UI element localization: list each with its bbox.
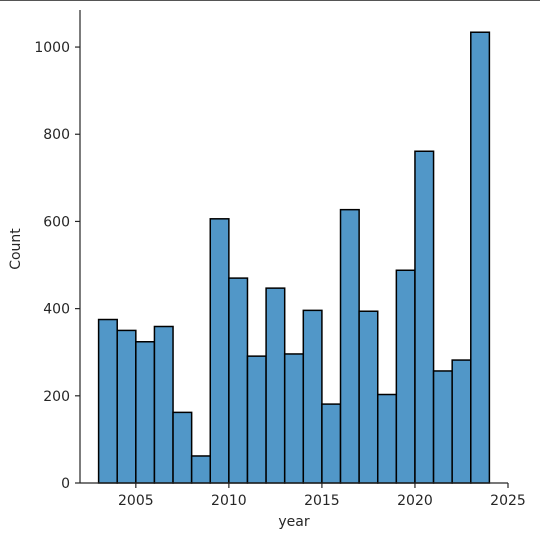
histogram-bar <box>153 325 174 484</box>
histogram-bar <box>135 341 156 484</box>
x-tick-label: 2015 <box>304 493 340 509</box>
histogram-bar <box>97 318 118 484</box>
histogram-bar <box>209 218 230 484</box>
x-tick-label: 2020 <box>397 493 433 509</box>
x-tick-label: 2010 <box>211 493 247 509</box>
histogram-bar <box>432 370 453 484</box>
histogram-bar <box>451 359 472 484</box>
histogram-bar <box>470 31 491 484</box>
histogram-bar <box>321 403 342 484</box>
bars-layer <box>97 31 491 484</box>
histogram-bar <box>414 150 435 484</box>
y-tick-label: 200 <box>43 389 70 405</box>
y-tick-label: 400 <box>43 302 70 318</box>
y-tick-label: 800 <box>43 127 70 143</box>
histogram-bar <box>376 393 398 484</box>
y-axis-title: Count <box>8 228 24 270</box>
y-tick-label: 0 <box>61 476 70 492</box>
histogram-bar <box>116 329 137 484</box>
histogram-bar <box>190 455 212 484</box>
histogram-bar <box>172 411 193 484</box>
histogram-bar <box>358 310 379 484</box>
y-tick-label: 1000 <box>34 40 70 56</box>
histogram-bar <box>283 353 305 484</box>
histogram-bar <box>228 277 249 484</box>
histogram-bar <box>265 287 286 484</box>
y-ticks-layer: 0 200 400 600 800 1000 <box>34 40 80 492</box>
x-axis-title: year <box>278 514 309 530</box>
histogram-bar <box>302 309 323 484</box>
x-tick-label: 2025 <box>490 493 526 509</box>
x-tick-label: 2005 <box>118 493 154 509</box>
histogram-bar <box>395 269 416 484</box>
x-ticks-layer: 2005 2010 2015 2020 2025 <box>118 483 526 509</box>
histogram-bar <box>246 355 267 484</box>
y-tick-label: 600 <box>43 214 70 230</box>
histogram-bar <box>339 208 360 484</box>
